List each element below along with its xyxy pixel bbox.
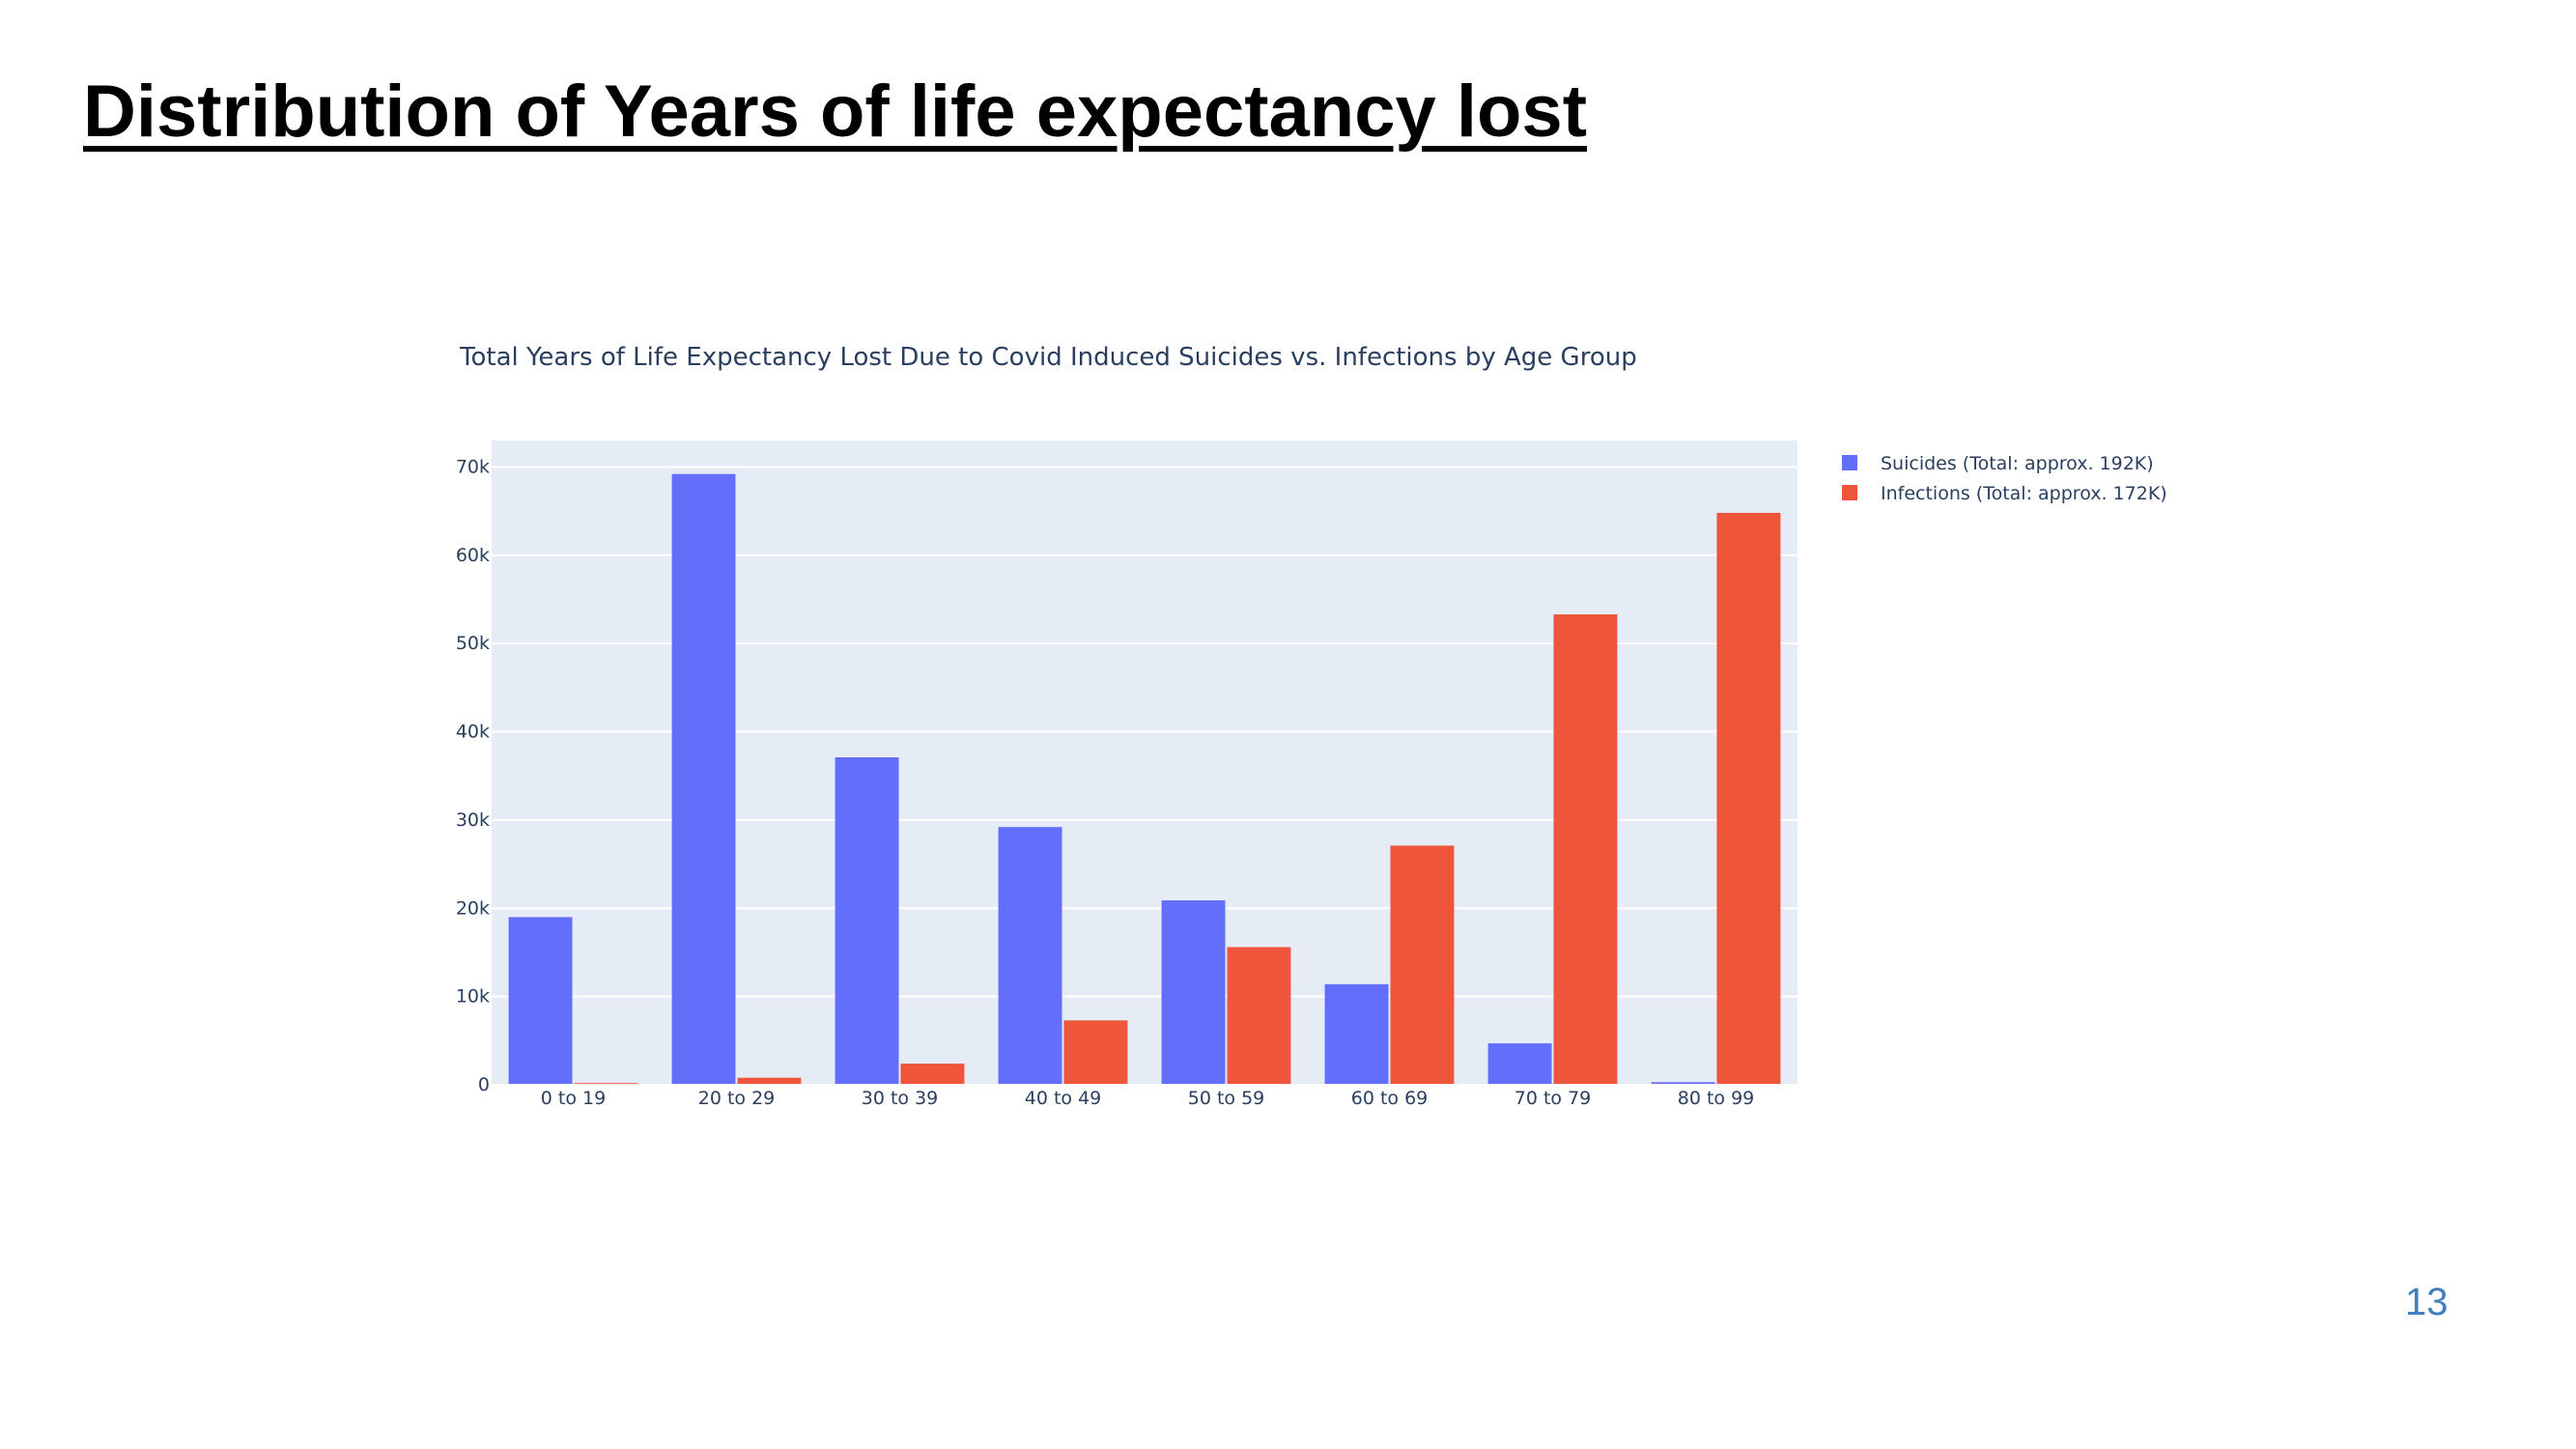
x-tick-label: 60 to 69	[1351, 1088, 1429, 1109]
bar-suicides	[1487, 1043, 1552, 1085]
bars	[508, 473, 1781, 1085]
bar-suicides	[508, 917, 573, 1085]
chart-title: Total Years of Life Expectancy Lost Due …	[459, 343, 1637, 372]
bar-infections	[1553, 613, 1618, 1085]
y-tick-label: 50k	[456, 633, 490, 654]
y-tick-label: 0	[478, 1074, 490, 1095]
y-tick-label: 60k	[456, 545, 490, 566]
legend-label: Infections (Total: approx. 172K)	[1881, 483, 2167, 504]
bar-infections	[737, 1077, 802, 1085]
y-tick-label: 30k	[456, 810, 490, 831]
y-tick-label: 70k	[456, 456, 490, 477]
page-number: 13	[2405, 1281, 2449, 1323]
y-tick-label: 20k	[456, 897, 490, 919]
slide-title: Distribution of Years of life expectancy…	[83, 71, 1587, 153]
x-tick-label: 80 to 99	[1678, 1088, 1755, 1109]
y-tick-label: 40k	[456, 722, 490, 743]
legend-swatch	[1842, 485, 1857, 500]
legend: Suicides (Total: approx. 192K) Infections…	[1842, 453, 2167, 504]
bar-infections	[1390, 845, 1455, 1085]
x-tick-label: 30 to 39	[862, 1088, 939, 1109]
axes: 0 10k 20k 30k 40k 50k 60k 70k 0 to 19 20 to 29 30 …	[456, 456, 1798, 1109]
legend-swatch	[1842, 455, 1857, 470]
bar-suicides	[1651, 1082, 1715, 1085]
bar-infections	[1716, 512, 1781, 1085]
bar-infections	[1063, 1020, 1128, 1085]
x-tick-label: 40 to 49	[1025, 1088, 1102, 1109]
x-tick-label: 20 to 29	[698, 1088, 776, 1109]
bar-suicides	[1324, 983, 1389, 1085]
x-tick-label: 0 to 19	[541, 1088, 606, 1109]
legend-label: Suicides (Total: approx. 192K)	[1881, 453, 2154, 474]
bar-suicides	[835, 757, 899, 1085]
x-tick-label: 70 to 79	[1514, 1088, 1592, 1109]
x-tick-label: 50 to 59	[1188, 1088, 1265, 1109]
bar-infections	[1227, 947, 1291, 1085]
bar-suicides	[998, 827, 1062, 1085]
bar-suicides	[1161, 900, 1226, 1085]
bar-suicides	[671, 473, 736, 1085]
bar-infections	[900, 1064, 965, 1085]
y-tick-label: 10k	[456, 986, 490, 1008]
